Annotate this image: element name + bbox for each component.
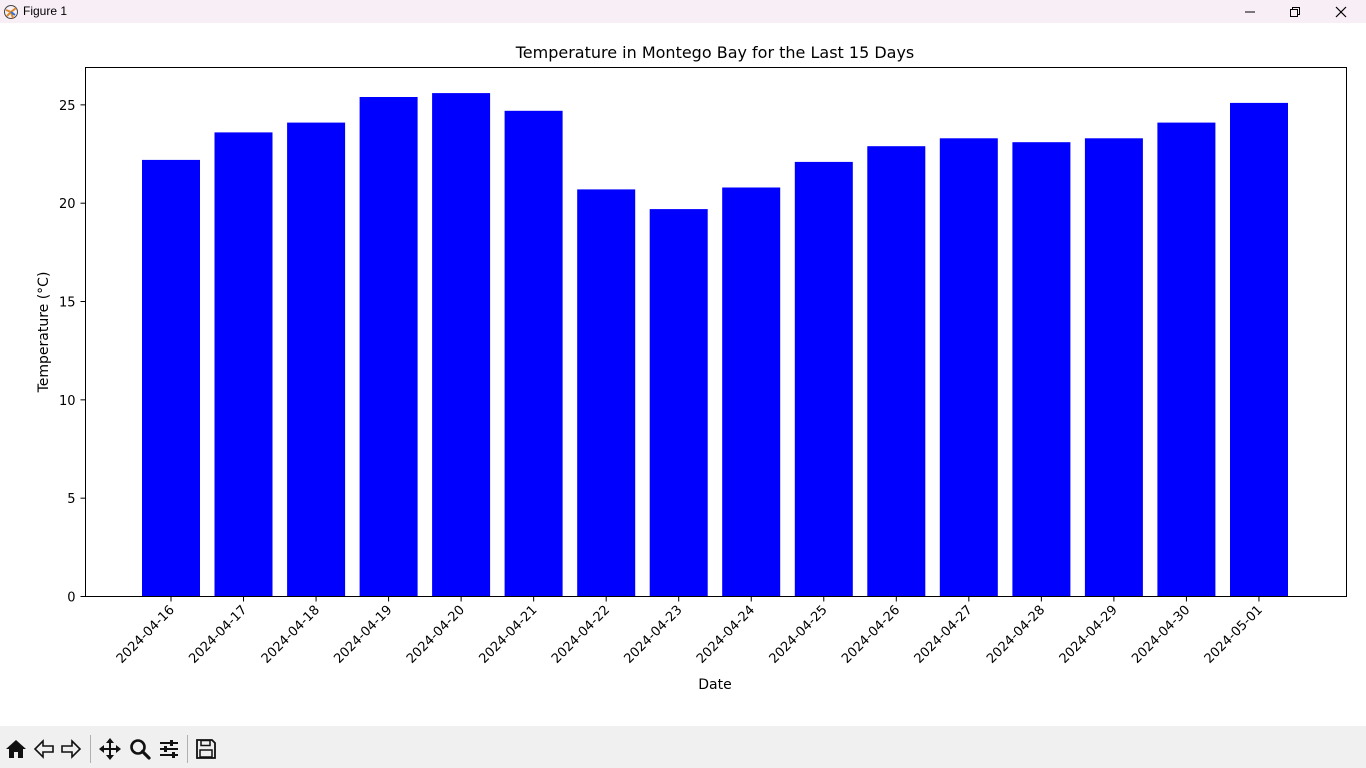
forward-button[interactable] bbox=[58, 736, 84, 762]
pan-move-icon bbox=[99, 738, 121, 760]
bar-2024-04-28 bbox=[1012, 142, 1071, 597]
y-tick-label: 20 bbox=[59, 197, 76, 212]
toolbar-separator bbox=[187, 735, 188, 763]
bar-2024-04-21 bbox=[504, 110, 563, 597]
home-icon bbox=[6, 740, 26, 758]
pan-button[interactable] bbox=[97, 736, 123, 762]
x-tick-label: 2024-04-19 bbox=[331, 603, 395, 667]
x-tick-label: 2024-04-24 bbox=[694, 603, 758, 667]
minimize-icon bbox=[1245, 11, 1255, 12]
x-tick-label: 2024-04-28 bbox=[984, 603, 1048, 667]
x-tick-label: 2024-04-17 bbox=[186, 603, 250, 667]
bar-2024-04-23 bbox=[649, 209, 708, 597]
x-tick-label: 2024-04-16 bbox=[114, 603, 178, 667]
window-title: Figure 1 bbox=[23, 4, 68, 18]
bar-2024-04-30 bbox=[1157, 122, 1216, 597]
bar-2024-05-01 bbox=[1230, 102, 1288, 597]
bar-chart: Temperature in Montego Bay for the Last … bbox=[36, 43, 1347, 693]
back-arrow-icon bbox=[33, 739, 54, 759]
bar-2024-04-25 bbox=[794, 161, 853, 597]
x-tick-label: 2024-04-21 bbox=[476, 603, 540, 667]
x-tick-label: 2024-05-01 bbox=[1202, 603, 1266, 667]
configure-subplots-button[interactable] bbox=[156, 736, 182, 762]
toolbar-separator bbox=[90, 735, 91, 763]
matplotlib-app-icon bbox=[4, 5, 18, 19]
x-tick-label: 2024-04-18 bbox=[259, 603, 323, 667]
zoom-button[interactable] bbox=[127, 736, 153, 762]
bar-2024-04-22 bbox=[577, 189, 636, 597]
y-tick-label: 25 bbox=[59, 99, 76, 114]
restore-button[interactable] bbox=[1272, 0, 1318, 23]
close-button[interactable] bbox=[1318, 0, 1364, 23]
x-tick-label: 2024-04-30 bbox=[1129, 603, 1193, 667]
home-button[interactable] bbox=[3, 736, 29, 762]
x-tick-label: 2024-04-29 bbox=[1057, 603, 1121, 667]
x-axis-label: Date bbox=[698, 677, 731, 693]
navigation-toolbar bbox=[0, 726, 1366, 768]
restore-icon bbox=[1290, 6, 1300, 17]
x-tick-label: 2024-04-25 bbox=[767, 603, 831, 667]
bar-2024-04-24 bbox=[722, 187, 781, 597]
save-floppy-icon bbox=[196, 739, 216, 759]
x-tick-label: 2024-04-26 bbox=[839, 603, 903, 667]
bar-2024-04-17 bbox=[214, 132, 273, 597]
x-tick-label: 2024-04-23 bbox=[622, 603, 686, 667]
y-tick-label: 0 bbox=[67, 591, 75, 606]
chart-title: Temperature in Montego Bay for the Last … bbox=[515, 43, 915, 62]
y-tick-label: 10 bbox=[59, 394, 76, 409]
zoom-magnifier-icon bbox=[130, 739, 151, 760]
x-tick-label: 2024-04-20 bbox=[404, 603, 468, 667]
back-button[interactable] bbox=[31, 736, 57, 762]
title-bar: Figure 1 bbox=[0, 0, 1366, 23]
x-tick-label: 2024-04-27 bbox=[912, 603, 976, 667]
y-tick-label: 15 bbox=[59, 296, 76, 311]
bar-2024-04-19 bbox=[359, 97, 418, 597]
bar-2024-04-16 bbox=[142, 159, 200, 597]
bar-2024-04-26 bbox=[867, 146, 926, 597]
x-tick-label: 2024-04-22 bbox=[549, 603, 613, 667]
bar-2024-04-29 bbox=[1084, 138, 1143, 597]
close-icon bbox=[1335, 6, 1347, 17]
save-button[interactable] bbox=[193, 736, 219, 762]
bar-2024-04-20 bbox=[432, 93, 491, 597]
minimize-button[interactable] bbox=[1227, 0, 1273, 23]
figure-canvas[interactable]: Temperature in Montego Bay for the Last … bbox=[0, 23, 1366, 726]
bar-2024-04-18 bbox=[287, 122, 346, 597]
forward-arrow-icon bbox=[61, 739, 82, 759]
y-tick-label: 5 bbox=[67, 492, 75, 507]
plot-frame bbox=[85, 67, 1347, 597]
y-axis-label: Temperature (°C) bbox=[36, 272, 52, 394]
configure-subplots-icon bbox=[160, 740, 178, 758]
bar-2024-04-27 bbox=[939, 138, 998, 597]
